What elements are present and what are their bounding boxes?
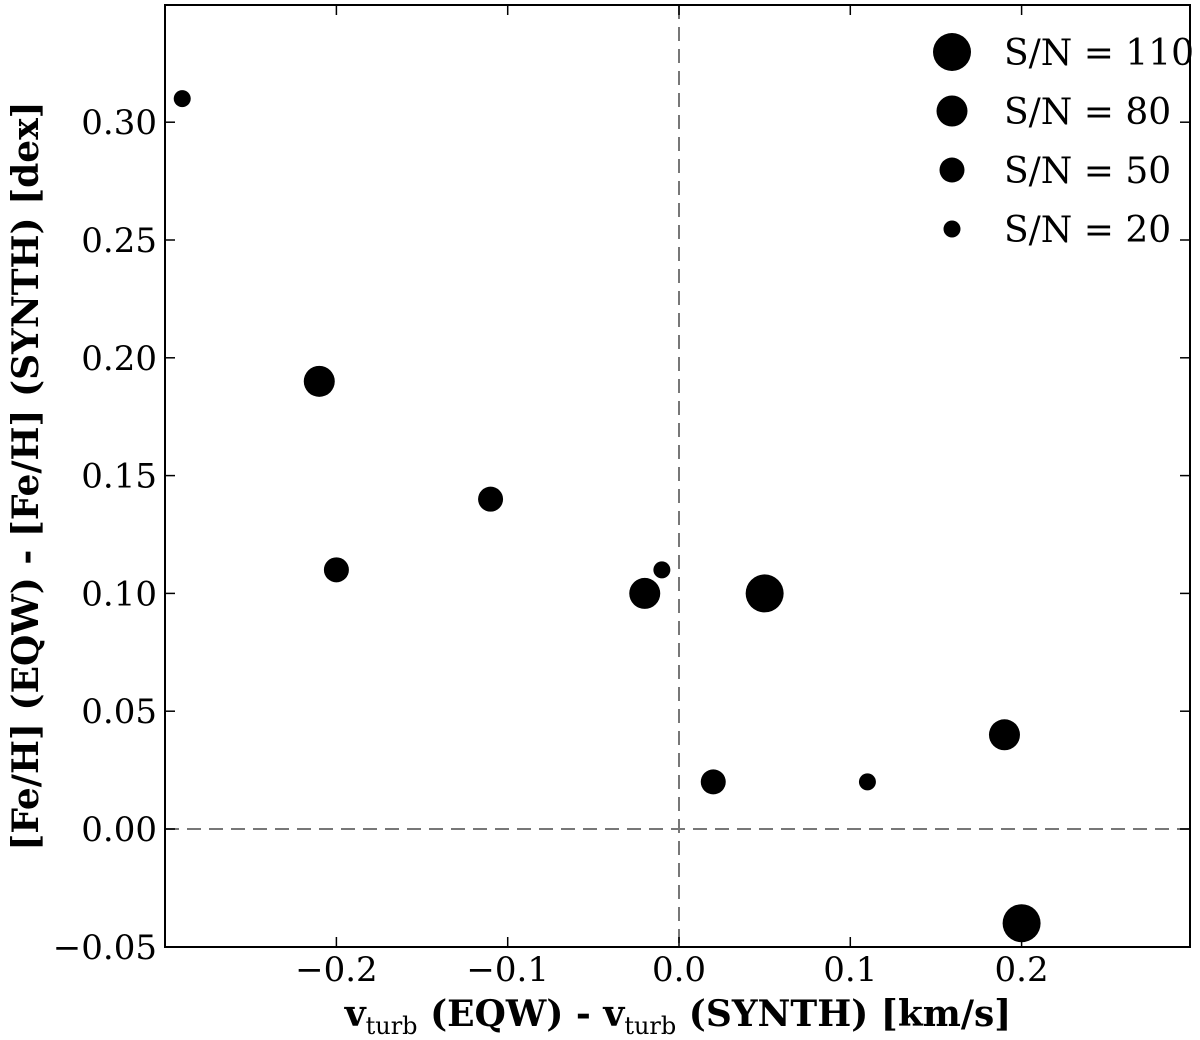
data-point <box>858 773 876 791</box>
data-point <box>988 719 1020 751</box>
legend: S/N = 110 S/N = 80 S/N = 50 S/N = 20 <box>933 33 1194 251</box>
data-point <box>653 561 671 579</box>
legend-marker <box>939 157 965 183</box>
y-tick-label: −0.05 <box>53 928 157 968</box>
legend-marker <box>933 33 971 71</box>
y-tick-label: 0.30 <box>81 103 157 143</box>
x-tick-label: 0.2 <box>995 950 1049 990</box>
x-tick-label: −0.1 <box>466 950 549 990</box>
legend-label: S/N = 110 <box>1004 33 1194 74</box>
y-tick-label: 0.00 <box>81 810 157 850</box>
y-tick-label: 0.10 <box>81 574 157 614</box>
legend-marker <box>936 95 968 127</box>
y-tick-label: 0.05 <box>81 692 157 732</box>
legend-marker <box>943 220 961 238</box>
x-tick-label: 0.0 <box>652 950 706 990</box>
reference-lines <box>165 5 1190 947</box>
x-tick-label: −0.2 <box>295 950 378 990</box>
data-point <box>173 90 191 108</box>
data-point <box>1002 904 1041 943</box>
x-axis-ticks: −0.2 −0.1 0.0 0.1 0.2 <box>295 5 1049 990</box>
data-point <box>700 769 726 795</box>
data-point <box>303 365 335 397</box>
legend-label: S/N = 20 <box>1004 210 1171 251</box>
legend-label: S/N = 50 <box>1004 151 1171 192</box>
y-axis-label: [Fe/H] (EQW) - [Fe/H] (SYNTH) [dex] <box>5 101 47 850</box>
y-tick-label: 0.15 <box>81 457 157 497</box>
legend-label: S/N = 80 <box>1004 92 1171 133</box>
data-point <box>745 574 784 613</box>
y-axis-ticks: −0.05 0.00 0.05 0.10 0.15 0.20 0.25 0.30 <box>53 103 1190 968</box>
data-points <box>173 90 1041 943</box>
x-tick-label: 0.1 <box>823 950 877 990</box>
y-tick-label: 0.25 <box>81 221 157 261</box>
y-tick-label: 0.20 <box>81 339 157 379</box>
x-axis-label: vturb (EQW) - vturb (SYNTH) [km/s] <box>344 993 1012 1040</box>
data-point <box>478 486 504 512</box>
data-point <box>323 557 349 583</box>
data-point <box>629 577 661 609</box>
